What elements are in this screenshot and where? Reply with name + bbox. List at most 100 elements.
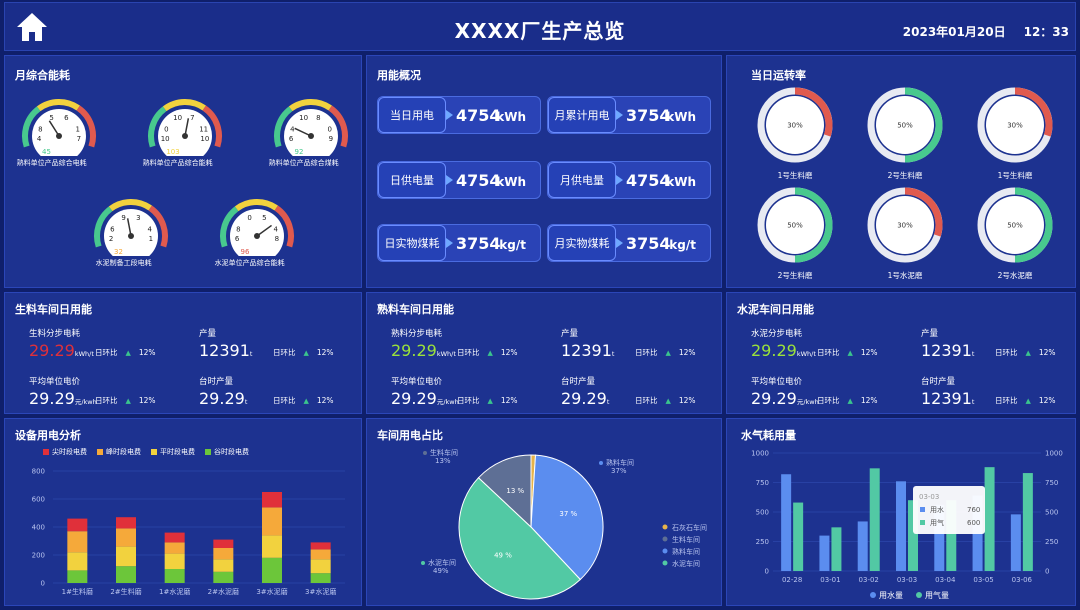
gauge-hub: [56, 133, 62, 139]
bar-segment: [213, 571, 234, 583]
energy-card[interactable]: 日实物煤耗 3754 kg/t: [377, 224, 541, 262]
stat-compare: 日环比 ▲ 12%: [273, 396, 334, 405]
bar: [896, 481, 906, 571]
gauge-arc: [220, 206, 239, 248]
donut-pct: 50%: [897, 122, 913, 130]
gauge-tick: 6: [64, 114, 69, 122]
callout-name: 熟料车间: [606, 458, 634, 467]
stat-compare: 日环比 ▲ 12%: [635, 348, 696, 357]
stat-label: 水泥分步电耗: [751, 329, 803, 339]
bar-segment: [164, 542, 185, 554]
gauge-value: 45 kW·h/t: [42, 148, 76, 156]
energy-unit: kg/t: [499, 238, 526, 252]
gauge-tick: 4: [147, 225, 152, 233]
energy-card[interactable]: 日供电量 4754 kWh: [377, 161, 541, 199]
gauge-hub: [182, 133, 188, 139]
gauge-value: 92 kgce/t: [294, 148, 328, 156]
y-tick-right: 1000: [1045, 450, 1063, 458]
gauge-needle: [184, 118, 190, 137]
gauge-tick: 10: [299, 114, 308, 122]
gauge-arc: [274, 205, 294, 248]
bar: [1022, 473, 1033, 571]
stat-label: 熟料分步电耗: [391, 329, 443, 339]
gauge-label: 水泥制备工段电耗: [95, 259, 152, 267]
up-arrow-icon: ▲: [665, 348, 671, 357]
bar: [781, 474, 792, 571]
panel-workshop-share: 车间用电占比 37 % 49 % 13 % 熟料车间 37% 水泥车间 49% 生料车间 13%…: [366, 418, 722, 606]
stat-label: 产量: [921, 329, 939, 339]
energy-card[interactable]: 当日用电 4754 kWh: [377, 96, 541, 134]
donut-pct: 50%: [787, 222, 803, 230]
stat-value: 29.29元/kwh: [391, 389, 459, 408]
equipment-bar-chart: 0 200 400 600 800 1#生料磨 2#生料磨 1#水泥磨 2#水泥磨 3#水泥磨 3#…: [32, 468, 345, 596]
arrow-icon: [616, 238, 623, 248]
bar: [946, 500, 957, 571]
donut-center: [986, 196, 1044, 254]
stat-compare: 日环比 ▲ 12%: [95, 396, 156, 405]
panel-equipment-power: 设备用电分析 尖时段电费 峰时段电费 平时段电费 谷时段电费 0 200 400 600 80…: [4, 418, 362, 606]
callout-pct: 37%: [611, 467, 627, 475]
svg-text:用水: 用水: [930, 505, 944, 514]
stat-label: 生料分步电耗: [29, 329, 81, 339]
energy-label: 月累计用电: [548, 97, 616, 133]
y-tick-right: 500: [1045, 509, 1058, 517]
energy-card[interactable]: 月供电量 4754 kWh: [547, 161, 711, 199]
energy-card[interactable]: 月实物煤耗 3754 kg/t: [547, 224, 711, 262]
gauge-tick: 0: [164, 125, 168, 133]
gauge-tick: 10: [173, 114, 182, 122]
bar-segment: [67, 518, 88, 532]
panel-workshop: 生料车间日用能 生料分步电耗 29.29kWh/t 日环比 ▲ 12% 产量 12391t 日环…: [4, 292, 362, 414]
run-rate-donut: 50% 2号生料磨: [866, 86, 944, 181]
energy-label: 日实物煤耗: [378, 225, 446, 261]
up-arrow-icon: ▲: [303, 396, 309, 405]
gauge-tick: 7: [190, 114, 194, 122]
x-tick: 3#水泥磨: [256, 587, 287, 596]
bar-segment: [164, 553, 185, 569]
x-tick: 03-01: [820, 576, 840, 584]
stat-value: 12391t: [561, 341, 615, 360]
bar-segment: [213, 548, 234, 560]
panel-title: 熟料车间日用能: [377, 303, 454, 316]
bar-segment: [310, 573, 331, 583]
arrow-icon: [616, 175, 623, 185]
gauge-face: [32, 109, 86, 156]
up-arrow-icon: ▲: [125, 348, 131, 357]
gauge-needle: [126, 218, 132, 237]
x-tick: 1#水泥磨: [159, 587, 190, 596]
up-arrow-icon: ▲: [1025, 348, 1031, 357]
stat-value: 29.29元/kwh: [751, 389, 819, 408]
chart-legend: 尖时段电费 峰时段电费 平时段电费 谷时段电费: [43, 447, 249, 457]
up-arrow-icon: ▲: [487, 348, 493, 357]
gauge-arc: [274, 106, 293, 148]
x-tick: 1#生料磨: [62, 587, 93, 596]
donut-center: [766, 196, 824, 254]
energy-card[interactable]: 月累计用电 3754 kWh: [547, 96, 711, 134]
stat-label: 平均单位电价: [391, 377, 443, 387]
x-tick: 2#生料磨: [110, 587, 141, 596]
donut-label: 2号水泥磨: [997, 271, 1033, 280]
gauge-tick: 7: [77, 135, 81, 143]
gauge-arc: [148, 106, 167, 148]
donut-arc: [794, 187, 833, 263]
gauge-arc: [148, 205, 168, 248]
energy-label: 当日用电: [378, 97, 446, 133]
workshop-pie-chart: 37 %49 %13 %熟料车间37%水泥车间49%生料车间13%石灰石车间生料…: [421, 448, 707, 600]
gauge-face: [230, 209, 284, 256]
header-bar: XXXX厂生产总览 2023年01月20日 12：33: [4, 2, 1076, 51]
callout-pct: 49%: [433, 567, 449, 575]
svg-text:用气: 用气: [930, 518, 944, 527]
gauge-label: 熟料单位产品综合煤耗: [268, 159, 339, 167]
home-icon[interactable]: [15, 11, 49, 43]
bar-segment: [310, 559, 331, 574]
pie-pct: 37 %: [559, 510, 577, 518]
gauge-tick: 8: [316, 114, 320, 122]
chart-tooltip: 03-03 用水 760 用气 600: [913, 486, 985, 534]
bar-segment: [262, 557, 282, 583]
pie-pct: 49 %: [494, 552, 512, 560]
gauge-arc: [328, 105, 348, 148]
pie-pct: 13 %: [506, 487, 524, 495]
water-gas-bar-chart: 0 0 250 250 500 500 750 750 1000 1000 02-28 03-01 03…: [751, 450, 1063, 601]
bar-segment: [164, 569, 185, 583]
legend-label: 用水量: [879, 590, 903, 600]
gauge-face: [284, 109, 338, 156]
